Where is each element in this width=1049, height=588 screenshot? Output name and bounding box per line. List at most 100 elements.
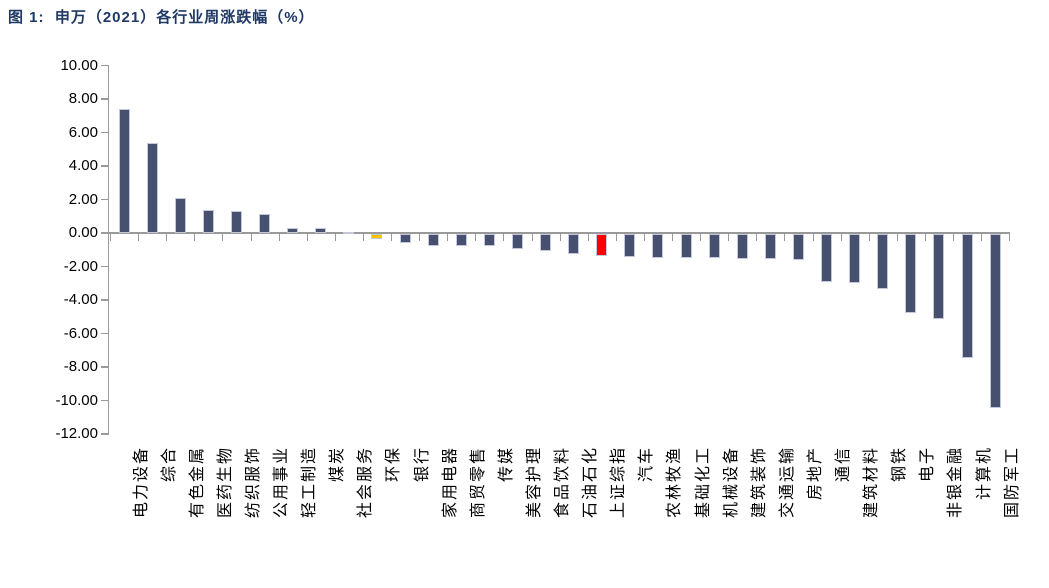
x-axis-tick [981,233,983,241]
y-axis-tick [101,332,108,335]
bar [792,233,804,260]
x-axis-tick [475,233,477,241]
bar [146,142,158,233]
y-axis-label: 8.00 [68,90,98,107]
x-axis-label: 电力设备 [132,446,150,519]
x-axis-label: 公用事业 [273,446,291,519]
y-axis-label: 2.00 [68,190,98,208]
y-axis-tick [101,265,108,268]
x-axis-label: 非银金融 [947,446,965,519]
y-axis-label: 0.00 [68,224,98,241]
x-axis-tick [756,233,758,241]
x-axis-tick [278,233,280,241]
bar [259,213,271,233]
x-axis-label: 银行 [413,446,431,483]
bar [568,233,580,254]
bar [540,233,552,252]
x-axis-label: 交通运输 [778,446,796,519]
x-axis-tick [222,233,224,241]
x-axis-label: 纺织服饰 [244,446,262,519]
bar [455,233,467,247]
x-axis-tick [728,233,730,241]
x-axis-tick [503,233,505,241]
y-axis-tick [101,433,108,435]
bar [961,233,973,358]
x-axis-label: 有色金属 [188,446,206,519]
bar [624,233,636,258]
x-axis-tick [447,233,449,241]
x-axis-label: 美容护理 [525,446,543,519]
x-axis-tick [924,233,926,241]
y-axis-label: 10.00 [60,56,98,74]
y-axis-tick [101,98,108,100]
y-axis-label: -2.00 [63,257,98,275]
x-axis-tick [896,233,898,241]
bar [511,233,523,249]
x-axis-tick [868,233,870,241]
bar [596,233,608,256]
x-axis-tick [166,233,168,241]
x-axis-label: 商贸零售 [469,446,487,519]
x-axis-label: 家用电器 [441,446,459,519]
x-axis-tick [362,233,364,241]
bar [343,232,355,235]
y-axis-label: -8.00 [63,358,98,375]
y-axis-tick [101,299,108,301]
x-axis-label: 综合 [160,446,178,483]
x-axis-label: 传媒 [497,446,515,483]
y-axis-tick [101,165,108,167]
x-axis-tick [643,233,645,241]
x-axis-label: 建筑装饰 [750,446,768,519]
x-axis-label: 通信 [835,446,853,483]
bar [427,233,439,246]
y-axis-tick [101,64,108,67]
x-axis-label: 食品饮料 [554,446,572,519]
x-axis-label: 轻工制造 [301,446,319,519]
bar [315,227,327,233]
bar [287,227,299,233]
x-axis-label: 石油石化 [582,446,600,519]
bar [230,211,242,233]
x-axis-tick [784,233,786,241]
bar [849,233,861,284]
bar [708,233,720,259]
bar [764,233,776,260]
x-axis-label: 基础化工 [694,446,712,519]
figure-title: 图 1: 申万（2021）各行业周涨跌幅（%） [8,9,315,26]
bar [652,233,664,258]
x-axis-label: 农林牧渔 [666,446,684,519]
x-axis-tick [419,233,421,241]
bar [202,210,214,233]
x-axis-tick [194,233,196,241]
x-axis-tick [840,233,842,241]
x-axis-label: 煤炭 [329,446,347,483]
x-axis-tick [953,233,954,241]
x-axis-tick [1009,233,1011,241]
y-axis-label: -6.00 [63,324,98,342]
x-axis-tick [334,233,336,241]
bar [371,233,383,239]
x-axis-tick [110,233,111,241]
x-axis-line [101,232,1011,234]
x-axis-label: 计算机 [975,446,993,501]
y-axis-label: 6.00 [68,123,98,141]
x-axis-tick [391,233,392,241]
x-axis-label: 钢铁 [891,446,909,483]
x-axis-tick [559,233,561,241]
x-axis-label: 建筑材料 [863,446,881,519]
x-axis-label: 社会服务 [357,446,375,519]
y-axis-tick [101,131,108,134]
x-axis-label: 国防军工 [1003,446,1021,519]
x-axis-tick [138,233,140,241]
x-axis-tick [812,233,814,241]
x-axis-label: 医药生物 [216,446,234,519]
bar [905,233,917,313]
y-axis-tick [101,198,108,201]
x-axis-tick [587,233,589,241]
x-axis-label: 上证综指 [610,446,628,519]
x-axis-tick [672,233,673,241]
x-axis-tick [531,233,533,241]
bar [933,233,945,320]
x-axis-tick [615,233,617,241]
